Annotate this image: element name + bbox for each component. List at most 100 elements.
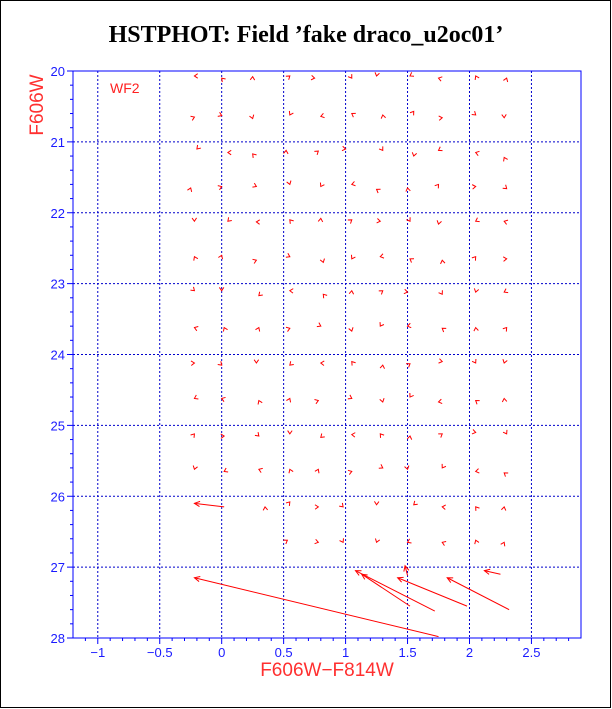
data-point [501, 506, 507, 511]
data-point [503, 219, 509, 225]
data-point [405, 187, 411, 192]
data-point [436, 220, 442, 225]
y-axis-label: F606W [27, 74, 48, 135]
data-arrow [446, 577, 510, 611]
data-point [220, 396, 226, 402]
data-point [288, 468, 294, 474]
data-point [190, 360, 196, 366]
data-point [187, 187, 193, 192]
data-point [375, 188, 381, 194]
arrow-shaft [355, 570, 436, 612]
data-point [289, 361, 294, 366]
data-point [285, 75, 291, 80]
arrow-head [354, 570, 362, 576]
data-point [379, 364, 385, 369]
data-point [286, 180, 292, 186]
x-tick-label: −0.5 [147, 645, 173, 660]
data-point [437, 398, 443, 405]
data-point [285, 252, 291, 258]
data-arrow [354, 570, 436, 612]
y-tick-label: 23 [51, 277, 65, 292]
data-arrows [193, 500, 510, 638]
data-arrow [483, 568, 501, 575]
arrow-head [396, 576, 404, 583]
data-point [409, 393, 414, 398]
data-point [314, 150, 320, 156]
arrow-head [193, 575, 201, 582]
data-point [471, 110, 477, 116]
data-point [258, 467, 263, 473]
data-point [437, 76, 443, 82]
data-point [411, 152, 418, 157]
data-point [379, 322, 385, 327]
data-point [220, 433, 226, 439]
data-point [255, 219, 261, 225]
data-point [193, 326, 199, 332]
data-point [193, 255, 199, 261]
data-point [474, 400, 480, 405]
data-point [474, 150, 480, 156]
x-tick-label: 2.5 [522, 645, 540, 660]
data-point [222, 326, 228, 332]
data-point [475, 506, 480, 511]
data-point [434, 183, 440, 189]
arrow-shaft [397, 577, 468, 607]
data-point [288, 288, 294, 294]
data-point [217, 361, 223, 366]
x-tick-label: −1 [90, 645, 105, 660]
data-point [249, 75, 256, 81]
data-point [255, 326, 261, 332]
chart-title: HSTPHOT: Field ’fake draco_u2oc01’ [108, 22, 504, 48]
data-point [287, 430, 293, 435]
data-arrow [193, 500, 225, 508]
data-point [316, 322, 322, 328]
data-point [502, 359, 508, 364]
data-point [319, 360, 325, 366]
data-point [403, 288, 409, 295]
data-point [190, 433, 195, 438]
data-point [319, 182, 325, 188]
y-tick-label: 27 [51, 560, 65, 575]
data-point [503, 77, 509, 83]
data-marks [187, 72, 509, 547]
data-point [190, 115, 196, 121]
data-point [283, 539, 289, 545]
arrow-head [446, 577, 454, 583]
data-point [502, 326, 508, 332]
arrow-shaft [361, 573, 411, 607]
data-point [406, 538, 412, 544]
data-point [406, 217, 411, 222]
data-point [322, 293, 328, 299]
data-point [379, 253, 385, 259]
data-point [347, 394, 353, 400]
data-arrow [396, 576, 468, 607]
y-tick-label: 28 [51, 631, 65, 646]
data-point [503, 472, 509, 477]
data-point [409, 110, 415, 116]
arrow-head [483, 568, 491, 575]
data-point [373, 501, 380, 506]
data-point [438, 433, 443, 438]
arrow-head [193, 500, 201, 507]
data-point [314, 504, 320, 510]
data-point [351, 112, 356, 118]
data-point [404, 465, 410, 471]
data-point [218, 287, 225, 292]
data-point [283, 149, 289, 155]
x-tick-label: 0 [218, 645, 225, 660]
data-point [319, 112, 325, 119]
data-point [192, 465, 198, 471]
arrow-shaft [484, 570, 501, 575]
data-point [191, 217, 197, 223]
data-point [314, 399, 320, 405]
x-tick-label: 0.5 [275, 645, 293, 660]
grid [73, 71, 581, 638]
data-point [503, 288, 509, 294]
data-point [252, 182, 258, 188]
data-point [226, 149, 232, 156]
data-point [471, 184, 477, 190]
data-point [502, 429, 508, 435]
data-point [347, 469, 353, 475]
